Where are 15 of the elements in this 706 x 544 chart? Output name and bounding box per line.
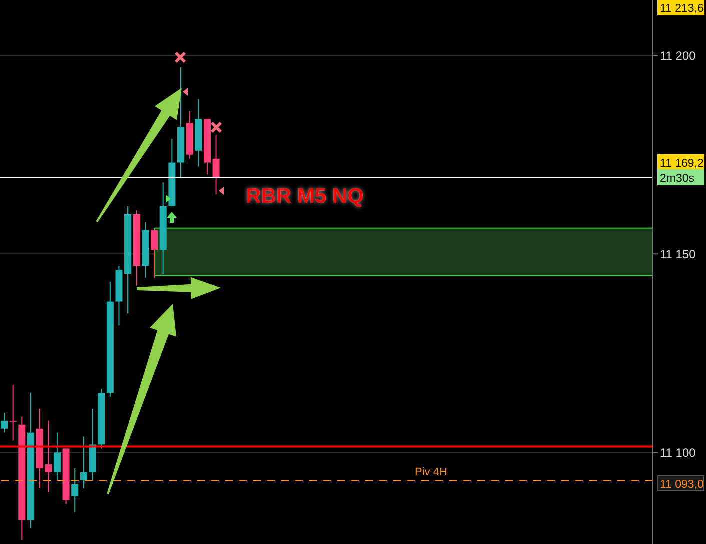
text: 11 093,0 (660, 479, 704, 491)
y-tick-label: 11 200 (660, 48, 696, 63)
candlestick (151, 230, 158, 278)
candlestick (1, 412, 8, 434)
y-tick-label: 11 150 (660, 247, 696, 262)
ref-line-label: Piv 4H (415, 466, 448, 478)
y-tick-label: 11 100 (660, 446, 696, 460)
text: 11 169,2 (660, 158, 704, 170)
text: 2m30s (660, 173, 695, 185)
candlestick (80, 436, 88, 489)
candlestick (72, 468, 79, 513)
candlestick (10, 384, 17, 442)
candlestick (54, 432, 61, 481)
text: RBR M5 NQ (246, 185, 364, 208)
text: 11 213,6 (660, 3, 704, 15)
